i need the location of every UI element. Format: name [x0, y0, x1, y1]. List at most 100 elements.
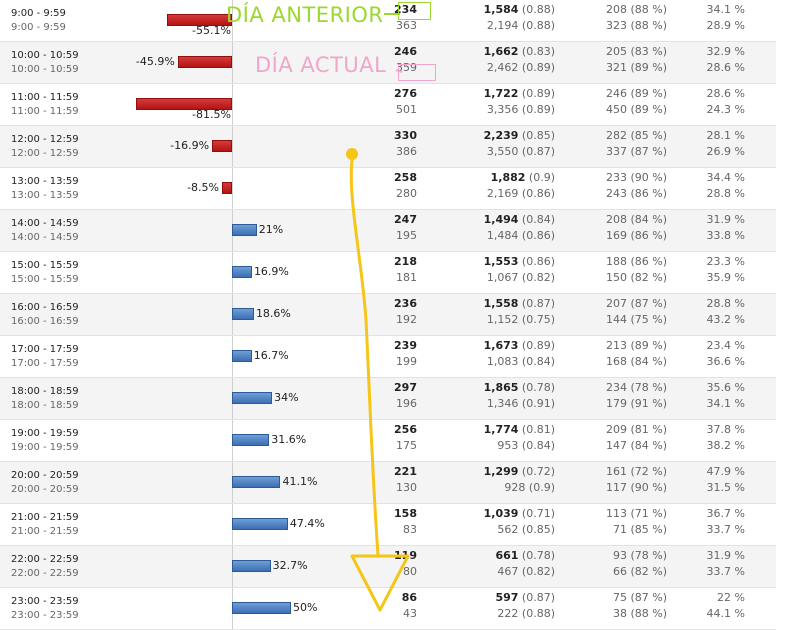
bar-axis: [232, 84, 233, 125]
pageviews-prev: 1,039 (0.71): [484, 507, 555, 521]
bounce-rate-current: 43.2 %: [706, 313, 745, 326]
sessions-current: 501: [396, 103, 417, 116]
table-row: 12:00 - 12:59 12:00 - 12:59 -16.9% 330 386 2,…: [0, 126, 776, 168]
new-visits-current: 150 (82 %): [605, 271, 667, 284]
sessions-current: 280: [396, 187, 417, 200]
table-row: 21:00 - 21:59 21:00 - 21:59 47.4% 158 83 1,03…: [0, 504, 776, 546]
pageviews-ratio: (0.85): [518, 129, 555, 142]
new-visits-prev: 161 (72 %): [605, 465, 667, 478]
time-range-current: 23:00 - 23:59: [11, 610, 79, 621]
pageviews-ratio: (0.84): [518, 439, 555, 452]
bounce-rate-prev: 23.4 %: [706, 339, 745, 352]
negative-change-bar: [177, 56, 232, 68]
time-range-prev: 22:00 - 22:59: [11, 554, 79, 565]
negative-change-bar: [166, 14, 232, 26]
time-range-prev: 13:00 - 13:59: [11, 176, 79, 187]
new-visits-prev: 113 (71 %): [605, 507, 667, 520]
pageviews-prev: 661 (0.78): [495, 549, 555, 563]
table-row: 19:00 - 19:59 19:00 - 19:59 31.6% 256 175 1,7…: [0, 420, 776, 462]
time-range-current: 9:00 - 9:59: [11, 22, 66, 33]
pageviews-ratio: (0.85): [518, 523, 555, 536]
positive-change-bar: [232, 560, 271, 572]
new-visits-current: 168 (84 %): [605, 355, 667, 368]
pageviews-current: 1,346 (0.91): [487, 397, 555, 411]
change-percent-label: 16.7%: [253, 349, 289, 362]
sessions-prev: 247: [394, 213, 417, 226]
change-percent-label: 50%: [293, 601, 318, 614]
time-range-current: 18:00 - 18:59: [11, 400, 79, 411]
pageviews-prev: 1,299 (0.72): [484, 465, 555, 479]
change-percent-label: 31.6%: [271, 433, 307, 446]
new-visits-prev: 209 (81 %): [605, 423, 667, 436]
new-visits-prev: 234 (78 %): [605, 381, 667, 394]
pageviews-prev: 1,584 (0.88): [484, 3, 555, 17]
pageviews-prev: 1,662 (0.83): [484, 45, 555, 59]
negative-change-bar: [135, 98, 232, 110]
pageviews-current: 562 (0.85): [497, 523, 555, 537]
pageviews-prev: 2,239 (0.85): [484, 129, 555, 143]
pageviews-ratio: (0.88): [518, 607, 555, 620]
bounce-rate-prev: 34.1 %: [706, 3, 745, 16]
sessions-prev: 236: [394, 297, 417, 310]
pageviews-ratio: (0.84): [518, 213, 555, 226]
table-row: 22:00 - 22:59 22:00 - 22:59 32.7% 119 80 661 …: [0, 546, 776, 588]
pageviews-ratio: (0.71): [518, 507, 555, 520]
pageviews-ratio: (0.89): [518, 87, 555, 100]
pageviews-value: 661: [495, 549, 519, 562]
bounce-rate-prev: 28.1 %: [706, 129, 745, 142]
pageviews-ratio: (0.86): [518, 187, 555, 200]
pageviews-ratio: (0.72): [518, 465, 555, 478]
time-range-current: 22:00 - 22:59: [11, 568, 79, 579]
pageviews-value: 1,553: [483, 255, 519, 268]
pageviews-current: 2,462 (0.89): [487, 61, 555, 75]
new-visits-current: 337 (87 %): [605, 145, 667, 158]
sessions-current: 43: [403, 607, 417, 620]
pageviews-value: 1,346: [486, 397, 519, 410]
time-range-current: 12:00 - 12:59: [11, 148, 79, 159]
negative-change-bar: [221, 182, 232, 194]
bounce-rate-current: 28.9 %: [706, 19, 745, 32]
bounce-rate-current: 26.9 %: [706, 145, 745, 158]
pageviews-ratio: (0.87): [518, 297, 555, 310]
sessions-current: 195: [396, 229, 417, 242]
prev-day-highlight-box: [398, 2, 431, 20]
time-range-prev: 14:00 - 14:59: [11, 218, 79, 229]
pageviews-current: 2,169 (0.86): [487, 187, 555, 201]
pageviews-prev: 1,722 (0.89): [484, 87, 555, 101]
pageviews-value: 1,484: [486, 229, 519, 242]
sessions-current: 181: [396, 271, 417, 284]
pageviews-ratio: (0.82): [518, 565, 555, 578]
time-range-current: 16:00 - 16:59: [11, 316, 79, 327]
table-row: 13:00 - 13:59 13:00 - 13:59 -8.5% 258 280 1,8…: [0, 168, 776, 210]
pageviews-ratio: (0.89): [518, 61, 555, 74]
time-range-prev: 21:00 - 21:59: [11, 512, 79, 523]
bar-axis: [232, 42, 233, 83]
new-visits-prev: 188 (86 %): [605, 255, 667, 268]
positive-change-bar: [232, 350, 252, 362]
sessions-prev: 246: [394, 45, 417, 58]
new-visits-current: 71 (85 %): [612, 523, 667, 536]
pageviews-value: 1,673: [483, 339, 519, 352]
change-percent-label: 32.7%: [272, 559, 308, 572]
time-range-prev: 20:00 - 20:59: [11, 470, 79, 481]
pageviews-value: 467: [497, 565, 519, 578]
pageviews-ratio: (0.89): [518, 103, 555, 116]
table-row: 14:00 - 14:59 14:00 - 14:59 21% 247 195 1,494…: [0, 210, 776, 252]
pageviews-value: 1,774: [483, 423, 519, 436]
new-visits-prev: 75 (87 %): [612, 591, 667, 604]
pageviews-ratio: (0.88): [518, 19, 555, 32]
pageviews-prev: 1,494 (0.84): [484, 213, 555, 227]
pageviews-current: 2,194 (0.88): [487, 19, 555, 33]
time-range-current: 17:00 - 17:59: [11, 358, 79, 369]
sessions-prev: 330: [394, 129, 417, 142]
pageviews-value: 597: [495, 591, 519, 604]
sessions-prev: 119: [394, 549, 417, 562]
change-percent-label: -81.5%: [192, 108, 231, 121]
time-range-current: 15:00 - 15:59: [11, 274, 79, 285]
bounce-rate-current: 33.7 %: [706, 523, 745, 536]
bounce-rate-prev: 22 %: [717, 591, 745, 604]
pageviews-ratio: (0.89): [518, 339, 555, 352]
bounce-rate-prev: 28.8 %: [706, 297, 745, 310]
pageviews-current: 953 (0.84): [497, 439, 555, 453]
time-range-current: 13:00 - 13:59: [11, 190, 79, 201]
